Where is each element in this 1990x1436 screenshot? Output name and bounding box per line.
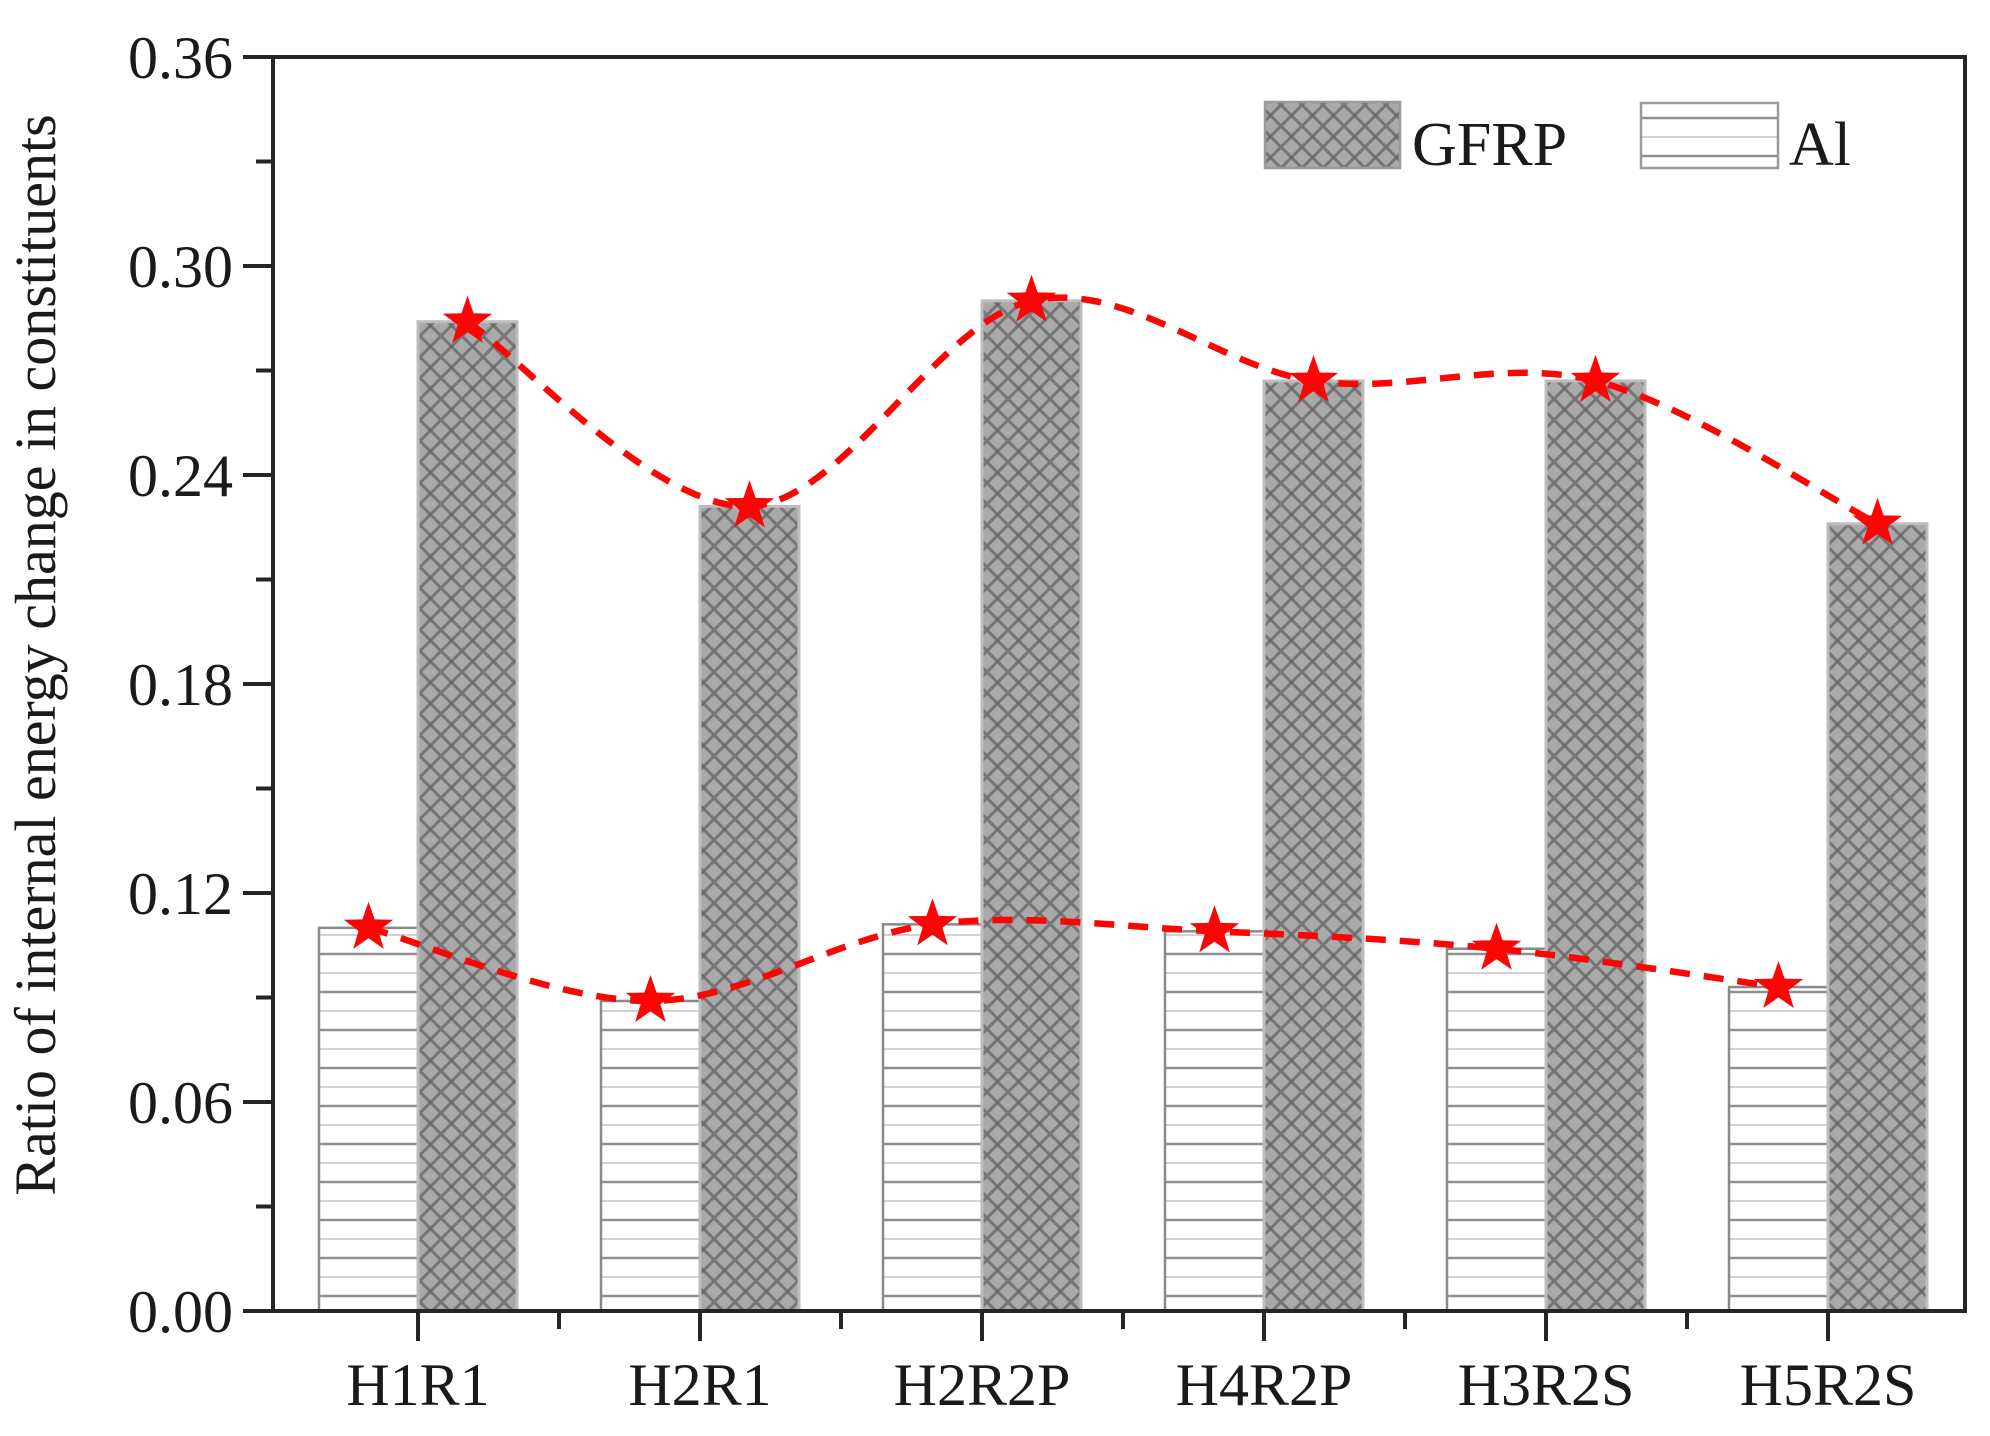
x-tick-label-H2R1: H2R1: [628, 1352, 771, 1418]
star-marker-gfrp-H2R1: [724, 480, 775, 528]
legend-label-gfrp: GFRP: [1412, 111, 1567, 179]
bar-al-H1R1: [317, 926, 420, 1313]
x-tick-label-H3R2S: H3R2S: [1458, 1352, 1635, 1418]
y-tick-label: 0.06: [128, 1070, 233, 1136]
y-tick-label: 0.30: [128, 234, 233, 300]
star-marker-al-H4R2P: [1189, 905, 1240, 953]
star-marker-gfrp-H2R2P: [1006, 274, 1057, 322]
legend-swatch-gfrp: [1263, 100, 1402, 170]
star-marker-gfrp-H5R2S: [1852, 497, 1903, 545]
y-tick-label: 0.12: [128, 861, 233, 927]
bars-group: [317, 299, 1929, 1313]
bar-gfrp-H4R2P: [1262, 379, 1365, 1313]
star-marker-al-H1R1: [343, 901, 394, 949]
y-tick-label: 0.36: [128, 25, 233, 91]
y-axis-title: Ratio of internal energy change in const…: [3, 114, 68, 1195]
legend-swatch-al: [1639, 101, 1780, 170]
y-tick-label: 0.00: [128, 1279, 233, 1345]
trend-line-gfrp: [465, 294, 1879, 527]
bar-al-H2R2P: [881, 923, 984, 1313]
x-tick-label-H2R2P: H2R2P: [894, 1352, 1071, 1418]
x-tick-label-H5R2S: H5R2S: [1740, 1352, 1917, 1418]
bar-al-H4R2P: [1163, 930, 1266, 1313]
bar-gfrp-H2R2P: [980, 299, 1083, 1313]
axes-group: 0.00 0.06 0.12 0.18 0.24 0.30 0.36 H1R1 H2R1 H2R2…: [128, 25, 1916, 1418]
trend-line-al: [367, 916, 1779, 1005]
y-tick-label: 0.24: [128, 443, 233, 509]
star-markers-group: [343, 274, 1903, 1022]
legend: GFRP Al: [1263, 100, 1851, 179]
y-tick-label: 0.18: [128, 652, 233, 718]
star-marker-al-H3R2S: [1471, 922, 1522, 970]
x-tick-label-H1R1: H1R1: [346, 1352, 489, 1418]
bar-gfrp-H2R1: [698, 504, 801, 1313]
bar-al-H5R2S: [1727, 985, 1830, 1313]
star-marker-al-H2R1: [625, 975, 676, 1022]
trend-lines-group: [367, 294, 1879, 1005]
legend-label-al: Al: [1789, 111, 1851, 179]
x-tick-label-H4R2P: H4R2P: [1176, 1352, 1353, 1418]
star-marker-gfrp-H4R2P: [1288, 354, 1339, 402]
star-marker-gfrp-H1R1: [442, 295, 493, 343]
plot-area-frame: [271, 55, 1967, 1313]
bar-gfrp-H3R2S: [1544, 379, 1647, 1313]
star-marker-gfrp-H3R2S: [1570, 354, 1621, 402]
bar-gfrp-H1R1: [416, 320, 519, 1313]
bar-al-H2R1: [599, 999, 702, 1313]
star-marker-al-H2R2P: [907, 898, 958, 946]
star-marker-al-H5R2S: [1753, 961, 1804, 1009]
bar-al-H3R2S: [1445, 947, 1548, 1313]
bar-gfrp-H5R2S: [1826, 522, 1929, 1313]
